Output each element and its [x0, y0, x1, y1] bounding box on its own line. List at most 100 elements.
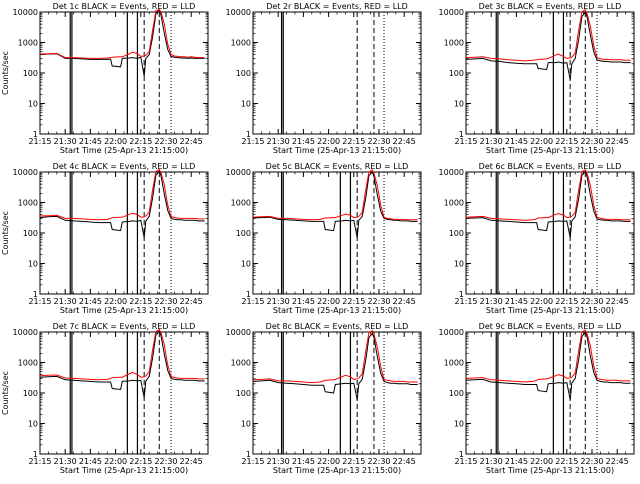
y-tick-label: 10	[28, 100, 38, 109]
x-tick-label: 21:45	[505, 457, 528, 466]
series-lld-line	[252, 329, 418, 384]
series-lld-line	[39, 9, 205, 59]
y-tick-label: 1	[246, 450, 251, 459]
series-lld-line	[465, 8, 631, 62]
x-tick-label: 21:15	[241, 297, 264, 306]
y-tick-label: 10	[28, 260, 38, 269]
x-tick-label: 21:30	[480, 137, 503, 146]
y-tick-label: 100	[23, 229, 38, 238]
y-tick-label: 10	[28, 420, 38, 429]
y-tick-label: 100	[236, 69, 251, 78]
x-tick-label: 22:00	[530, 457, 553, 466]
series-events-line	[39, 169, 205, 238]
y-tick-label: 1000	[18, 359, 38, 368]
x-tick-label: 22:15	[555, 297, 578, 306]
y-tick-label: 1	[33, 130, 38, 139]
panel-det-7: Det 7c BLACK = Events, RED = LLD 1 10 100 10…	[1, 322, 209, 475]
y-tick-label: 100	[23, 69, 38, 78]
y-tick-label: 100	[236, 389, 251, 398]
x-tick-label: 22:00	[530, 137, 553, 146]
x-tick-label: 22:30	[580, 297, 603, 306]
x-tick-label: 21:15	[241, 137, 264, 146]
x-tick-label: 21:15	[28, 297, 51, 306]
x-tick-label: 21:30	[54, 297, 77, 306]
x-tick-label: 22:45	[393, 137, 416, 146]
plot-frame	[39, 331, 209, 455]
panel-det-5: Det 5c BLACK = Events, RED = LLD 1 10 100 10…	[226, 162, 422, 315]
x-tick-label: 22:30	[367, 457, 390, 466]
x-axis-label: Start Time (25-Apr-13 21:15:00)	[486, 146, 614, 155]
series-events-line	[465, 10, 631, 80]
x-tick-label: 21:45	[505, 297, 528, 306]
x-tick-label: 22:45	[393, 297, 416, 306]
series-events-line	[39, 8, 205, 77]
y-tick-label: 1000	[231, 359, 251, 368]
x-axis-label: Start Time (25-Apr-13 21:15:00)	[273, 306, 401, 315]
y-tick-label: 1000	[444, 199, 464, 208]
panel-title: Det 6c BLACK = Events, RED = LLD	[479, 162, 622, 171]
series-events-line	[39, 329, 205, 398]
y-tick-label: 1	[459, 130, 464, 139]
x-tick-label: 22:30	[154, 137, 177, 146]
plot-frame	[252, 331, 422, 455]
x-tick-label: 22:15	[129, 297, 152, 306]
y-tick-label: 100	[449, 229, 464, 238]
x-tick-label: 22:30	[154, 457, 177, 466]
x-tick-label: 21:45	[292, 137, 315, 146]
panel-det-6: Det 6c BLACK = Events, RED = LLD 1 10 100 10…	[439, 162, 635, 315]
panel-title: Det 3c BLACK = Events, RED = LLD	[479, 2, 622, 11]
y-tick-label: 10	[241, 260, 251, 269]
x-tick-label: 22:45	[393, 457, 416, 466]
x-tick-label: 21:30	[54, 137, 77, 146]
y-tick-label: 1	[33, 290, 38, 299]
plot-frame	[465, 11, 635, 135]
y-axis-label: Counts/sec	[1, 371, 10, 415]
y-tick-label: 1000	[444, 39, 464, 48]
series-events-line	[252, 171, 418, 238]
y-tick-label: 10000	[13, 328, 38, 337]
panel-title: Det 8c BLACK = Events, RED = LLD	[266, 322, 409, 331]
y-tick-label: 10000	[13, 8, 38, 17]
panel-det-3: Det 3c BLACK = Events, RED = LLD 1 10 100 10…	[439, 2, 635, 155]
y-axis-label: Counts/sec	[1, 51, 10, 95]
plot-frame	[252, 11, 422, 135]
x-tick-label: 21:15	[454, 137, 477, 146]
x-tick-label: 22:15	[342, 457, 365, 466]
y-tick-label: 10	[241, 100, 251, 109]
plot-frame	[39, 11, 209, 135]
x-axis-label: Start Time (25-Apr-13 21:15:00)	[273, 146, 401, 155]
panel-title: Det 9c BLACK = Events, RED = LLD	[479, 322, 622, 331]
x-tick-label: 22:30	[580, 457, 603, 466]
x-axis-label: Start Time (25-Apr-13 21:15:00)	[60, 306, 188, 315]
series-lld-line	[465, 329, 631, 383]
y-axis-label: Counts/sec	[1, 211, 10, 255]
x-tick-label: 22:15	[342, 137, 365, 146]
plot-frame	[465, 171, 635, 295]
plot-frame	[252, 171, 422, 295]
x-tick-label: 21:15	[28, 457, 51, 466]
x-tick-label: 22:30	[580, 137, 603, 146]
y-tick-label: 1	[459, 450, 464, 459]
y-tick-label: 10000	[13, 168, 38, 177]
x-axis-label: Start Time (25-Apr-13 21:15:00)	[486, 306, 614, 315]
panel-title: Det 2r BLACK = Events, RED = LLD	[266, 2, 408, 11]
x-tick-label: 22:00	[104, 457, 127, 466]
x-tick-label: 21:45	[292, 457, 315, 466]
plot-frame	[465, 331, 635, 455]
x-tick-label: 22:45	[606, 297, 629, 306]
x-axis-label: Start Time (25-Apr-13 21:15:00)	[60, 466, 188, 475]
x-tick-label: 21:30	[480, 457, 503, 466]
panel-det-1: Det 1c BLACK = Events, RED = LLD 1 10 100 10…	[1, 2, 209, 155]
y-tick-label: 1	[246, 290, 251, 299]
series-lld-line	[465, 169, 631, 221]
y-tick-label: 10000	[226, 328, 251, 337]
x-tick-label: 22:45	[606, 457, 629, 466]
x-tick-label: 21:30	[267, 137, 290, 146]
x-tick-label: 22:45	[180, 297, 203, 306]
y-tick-label: 1	[459, 290, 464, 299]
x-tick-label: 22:45	[180, 457, 203, 466]
y-tick-label: 10000	[439, 168, 464, 177]
x-tick-label: 21:45	[79, 457, 102, 466]
